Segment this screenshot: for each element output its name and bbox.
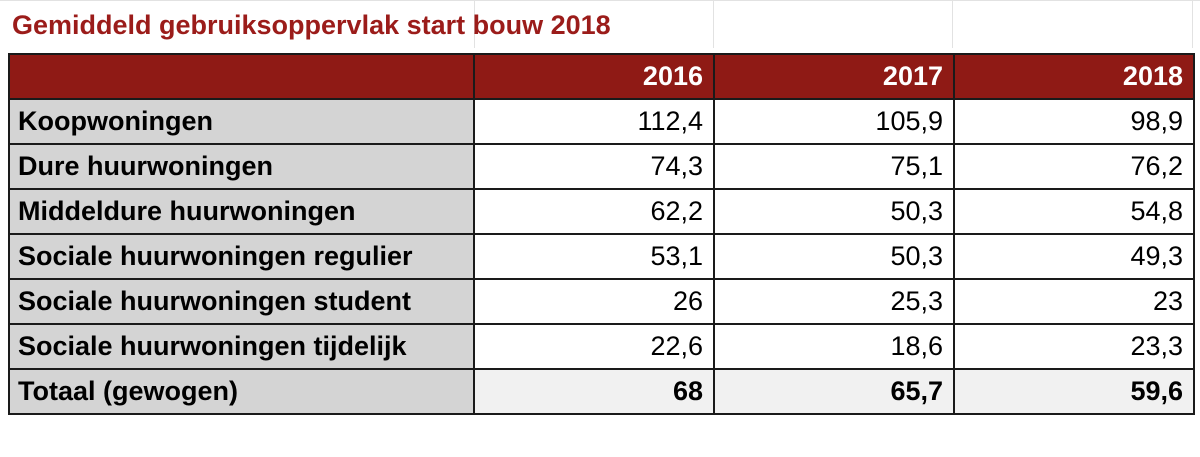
row-label-cell[interactable]: Totaal (gewogen): [8, 368, 475, 415]
row-label-cell[interactable]: Middeldure huurwoningen: [8, 188, 475, 235]
value-cell[interactable]: 23: [953, 278, 1195, 325]
value-cell[interactable]: 76,2: [953, 143, 1195, 190]
sheet-gridlines: [0, 0, 1200, 48]
value-cell[interactable]: 25,3: [713, 278, 955, 325]
sheet-gridline-top: [0, 0, 1200, 1]
total-row: Totaal (gewogen) 68 65,7 59,6: [8, 368, 1195, 415]
value-cell[interactable]: 53,1: [473, 233, 715, 280]
value-cell[interactable]: 75,1: [713, 143, 955, 190]
value-cell[interactable]: 22,6: [473, 323, 715, 370]
value-cell[interactable]: 98,9: [953, 98, 1195, 145]
value-cell[interactable]: 18,6: [713, 323, 955, 370]
value-cell[interactable]: 105,9: [713, 98, 955, 145]
value-cell[interactable]: 54,8: [953, 188, 1195, 235]
header-row: 2016 2017 2018: [8, 53, 1195, 100]
sheet-gridline-3: [952, 0, 953, 48]
column-header[interactable]: 2018: [953, 53, 1195, 100]
value-cell[interactable]: 112,4: [473, 98, 715, 145]
data-table: 2016 2017 2018 Koopwoningen 112,4 105,9 98,…: [8, 53, 1195, 415]
value-cell[interactable]: 65,7: [713, 368, 955, 415]
column-header[interactable]: 2016: [473, 53, 715, 100]
column-header[interactable]: 2017: [713, 53, 955, 100]
sheet-gridline-1: [474, 0, 475, 48]
value-cell[interactable]: 49,3: [953, 233, 1195, 280]
value-cell[interactable]: 26: [473, 278, 715, 325]
row-label-cell[interactable]: Koopwoningen: [8, 98, 475, 145]
table-row: Dure huurwoningen 74,3 75,1 76,2: [8, 143, 1195, 190]
table-row: Sociale huurwoningen student 26 25,3 23: [8, 278, 1195, 325]
value-cell[interactable]: 50,3: [713, 233, 955, 280]
value-cell[interactable]: 59,6: [953, 368, 1195, 415]
table-row: Middeldure huurwoningen 62,2 50,3 54,8: [8, 188, 1195, 235]
table-row: Sociale huurwoningen tijdelijk 22,6 18,6 23…: [8, 323, 1195, 370]
sheet-gridline-2: [713, 0, 714, 48]
header-corner-cell: [8, 53, 475, 100]
row-label-cell[interactable]: Sociale huurwoningen student: [8, 278, 475, 325]
table-row: Koopwoningen 112,4 105,9 98,9: [8, 98, 1195, 145]
table-body: Koopwoningen 112,4 105,9 98,9 Dure huurwonin…: [8, 98, 1195, 415]
table-row: Sociale huurwoningen regulier 53,1 50,3 49,…: [8, 233, 1195, 280]
row-label-cell[interactable]: Sociale huurwoningen regulier: [8, 233, 475, 280]
value-cell[interactable]: 74,3: [473, 143, 715, 190]
value-cell[interactable]: 23,3: [953, 323, 1195, 370]
table-title: Gemiddeld gebruiksoppervlak start bouw 2…: [12, 10, 611, 40]
sheet-gridline-4: [1192, 0, 1193, 48]
row-label-cell[interactable]: Dure huurwoningen: [8, 143, 475, 190]
row-label-cell[interactable]: Sociale huurwoningen tijdelijk: [8, 323, 475, 370]
value-cell[interactable]: 68: [473, 368, 715, 415]
value-cell[interactable]: 50,3: [713, 188, 955, 235]
value-cell[interactable]: 62,2: [473, 188, 715, 235]
